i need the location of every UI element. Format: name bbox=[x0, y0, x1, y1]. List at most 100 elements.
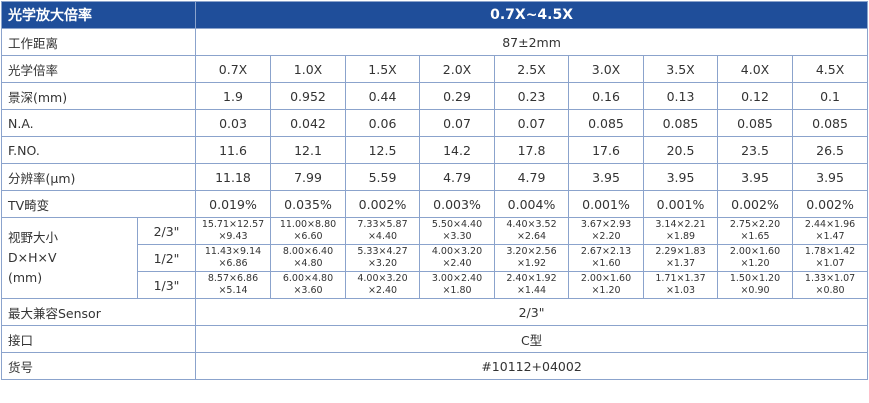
fov-cell: 1.78×1.42 ×1.07 bbox=[791, 244, 869, 272]
fov-diag: ×1.37 bbox=[665, 258, 696, 269]
value-cell: 0.07 bbox=[494, 109, 569, 137]
value-cell: 0.085 bbox=[568, 109, 644, 137]
fov-cell: 4.00×3.20 ×2.40 bbox=[419, 244, 495, 272]
fov-cell: 3.67×2.93 ×2.20 bbox=[568, 217, 644, 245]
value-cell: 1.9 bbox=[195, 82, 271, 110]
fov-cell: 8.57×6.86 ×5.14 bbox=[195, 271, 271, 299]
fov-cell: 8.00×6.40 ×4.80 bbox=[270, 244, 346, 272]
value-cell: 3.95 bbox=[791, 163, 869, 191]
fov-label-line2: D×H×V bbox=[8, 250, 57, 265]
fov-diag: ×3.20 bbox=[367, 258, 398, 269]
value-cell: 0.002% bbox=[345, 190, 420, 218]
row-label: 分辨率(μm) bbox=[1, 163, 196, 191]
fov-dims: 3.14×2.21 bbox=[655, 219, 706, 230]
value-cell: 0.952 bbox=[270, 82, 346, 110]
part-number-row: 货号 #10112+04002 bbox=[1, 352, 869, 380]
fov-cell: 11.00×8.80 ×6.60 bbox=[270, 217, 346, 245]
value-cell: 12.5 bbox=[345, 136, 420, 164]
fov-row-1: 1/2" 11.43×9.14 ×6.86 8.00×6.40 ×4.80 5.33×4.… bbox=[2, 244, 869, 272]
value-cell: 3.95 bbox=[568, 163, 644, 191]
fov-cell: 3.14×2.21 ×1.89 bbox=[643, 217, 718, 245]
fov-diag: ×0.80 bbox=[815, 285, 845, 296]
value-cell: 1.0X bbox=[270, 55, 346, 83]
fov-diag: ×6.60 bbox=[293, 231, 323, 242]
fov-diag: ×1.65 bbox=[740, 231, 770, 242]
fov-diag: ×1.07 bbox=[815, 258, 845, 269]
fov-diag: ×1.47 bbox=[815, 231, 845, 242]
fov-diag: ×4.80 bbox=[293, 258, 323, 269]
max-sensor-row: 最大兼容Sensor 2/3" bbox=[1, 298, 869, 326]
fov-dims: 1.33×1.07 bbox=[804, 273, 856, 284]
fov-cell: 11.43×9.14 ×6.86 bbox=[195, 244, 271, 272]
fov-dims: 4.00×3.20 bbox=[357, 273, 408, 284]
fov-diag: ×6.86 bbox=[218, 258, 248, 269]
fov-diag: ×1.03 bbox=[665, 285, 696, 296]
value-cell: 0.12 bbox=[717, 82, 793, 110]
value-cell: 0.085 bbox=[717, 109, 793, 137]
working-distance-row: 工作距离 87±2mm bbox=[1, 28, 869, 56]
fov-diag: ×2.40 bbox=[442, 258, 472, 269]
row-label: F.NO. bbox=[1, 136, 196, 164]
fov-diag: ×2.64 bbox=[516, 231, 547, 242]
value-cell: 0.019% bbox=[195, 190, 271, 218]
fov-cell: 4.40×3.52 ×2.64 bbox=[494, 217, 569, 245]
fov-dims: 3.20×2.56 bbox=[506, 246, 557, 257]
value-cell: 17.6 bbox=[568, 136, 644, 164]
fov-diag: ×1.44 bbox=[516, 285, 547, 296]
row-label: 光学倍率 bbox=[1, 55, 196, 83]
fov-dims: 5.50×4.40 bbox=[431, 219, 483, 230]
fov-dims: 3.00×2.40 bbox=[431, 273, 483, 284]
fov-dims: 2.44×1.96 bbox=[804, 219, 856, 230]
fov-diag: ×3.30 bbox=[442, 231, 472, 242]
value-cell: 7.99 bbox=[270, 163, 346, 191]
row-label: 接口 bbox=[1, 325, 196, 353]
value-cell: 2.5X bbox=[494, 55, 569, 83]
value-cell: 0.7X bbox=[195, 55, 271, 83]
fov-label: 视野大小 D×H×V (mm) bbox=[1, 217, 138, 299]
fov-label-line1: 视野大小 bbox=[8, 230, 59, 245]
fov-diag: ×9.43 bbox=[218, 231, 248, 242]
depth-of-field-row: 景深(mm) 1.9 0.952 0.44 0.29 0.23 0.16 0.13 0.12 0.… bbox=[1, 82, 869, 110]
value-cell: 0.002% bbox=[717, 190, 793, 218]
sensor-format: 1/2" bbox=[137, 244, 196, 272]
header-row: 光学放大倍率 0.7X~4.5X bbox=[1, 1, 869, 29]
fov-cell: 2.00×1.60 ×1.20 bbox=[717, 244, 793, 272]
value-cell: 0.002% bbox=[791, 190, 869, 218]
fov-diag: ×1.20 bbox=[740, 258, 770, 269]
row-label: 货号 bbox=[1, 352, 196, 380]
value-cell: 11.18 bbox=[195, 163, 271, 191]
fov-dims: 7.33×5.87 bbox=[357, 219, 408, 230]
value-cell: 0.13 bbox=[643, 82, 718, 110]
fov-diag: ×3.60 bbox=[293, 285, 323, 296]
value-cell: 0.1 bbox=[791, 82, 869, 110]
fov-diag: ×0.90 bbox=[740, 285, 770, 296]
fov-diag: ×1.92 bbox=[516, 258, 547, 269]
value-cell: 0.16 bbox=[568, 82, 644, 110]
fov-cell: 1.50×1.20 ×0.90 bbox=[717, 271, 793, 299]
value-cell: 2.0X bbox=[419, 55, 495, 83]
fov-dims: 4.40×3.52 bbox=[506, 219, 557, 230]
value-cell: 0.004% bbox=[494, 190, 569, 218]
fov-cell: 1.71×1.37 ×1.03 bbox=[643, 271, 718, 299]
value-cell: 4.0X bbox=[717, 55, 793, 83]
fov-dims: 1.78×1.42 bbox=[804, 246, 856, 257]
value-cell: 0.001% bbox=[568, 190, 644, 218]
value-cell: 20.5 bbox=[643, 136, 718, 164]
fov-cell: 15.71×12.57 ×9.43 bbox=[195, 217, 271, 245]
row-label: 最大兼容Sensor bbox=[1, 298, 196, 326]
sensor-format: 1/3" bbox=[137, 271, 196, 299]
fov-cell: 6.00×4.80 ×3.60 bbox=[270, 271, 346, 299]
fov-diag: ×2.20 bbox=[591, 231, 621, 242]
value-cell: 0.001% bbox=[643, 190, 718, 218]
fov-dims: 8.57×6.86 bbox=[207, 273, 259, 284]
max-sensor-value: 2/3" bbox=[194, 298, 869, 326]
fov-dims: 2.00×1.60 bbox=[729, 246, 781, 257]
part-number-value: #10112+04002 bbox=[194, 352, 869, 380]
value-cell: 26.5 bbox=[791, 136, 869, 164]
value-cell: 3.5X bbox=[643, 55, 718, 83]
value-cell: 0.07 bbox=[419, 109, 495, 137]
fov-row-0: 视野大小 D×H×V (mm) 2/3" 15.71×12.57 ×9.43 11.0… bbox=[1, 217, 869, 299]
value-cell: 3.0X bbox=[568, 55, 644, 83]
value-cell: 3.95 bbox=[717, 163, 793, 191]
fov-dims: 2.75×2.20 bbox=[729, 219, 781, 230]
